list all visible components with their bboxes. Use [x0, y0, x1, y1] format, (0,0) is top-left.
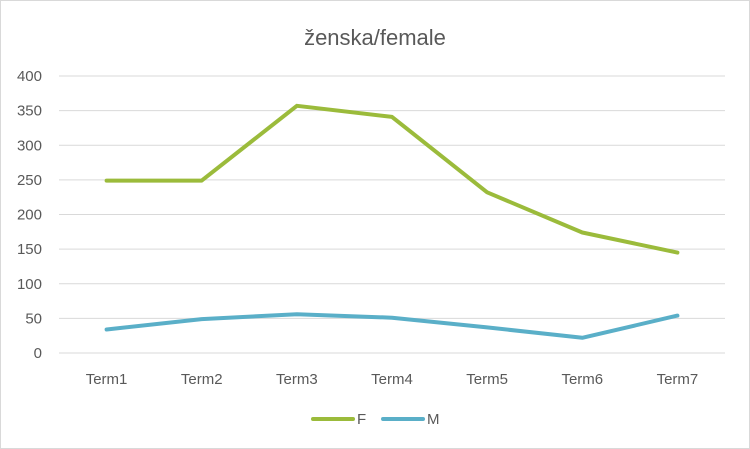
x-tick-label: Term6: [561, 371, 603, 388]
y-tick-label: 50: [25, 310, 42, 327]
x-tick-label: Term5: [466, 371, 508, 388]
y-tick-label: 400: [17, 68, 42, 85]
legend-label-f: F: [357, 411, 366, 428]
x-axis-ticks: Term1 Term2 Term3 Term4 Term5 Term6 Term7: [86, 371, 699, 388]
y-tick-label: 200: [17, 207, 42, 224]
y-tick-label: 250: [17, 172, 42, 189]
x-tick-label: Term4: [371, 371, 413, 388]
y-axis-ticks: 0 50 100 150 200 250 300 350 400: [17, 68, 42, 362]
y-tick-label: 0: [34, 345, 42, 362]
series-line-m: [104, 312, 680, 340]
x-tick-label: Term3: [276, 371, 318, 388]
x-tick-label: Term1: [86, 371, 128, 388]
series-line-f: [104, 103, 680, 255]
y-tick-label: 300: [17, 137, 42, 154]
gridlines: [59, 75, 725, 354]
y-tick-label: 350: [17, 103, 42, 120]
y-tick-label: 100: [17, 276, 42, 293]
x-tick-label: Term7: [657, 371, 699, 388]
x-tick-label: Term2: [181, 371, 223, 388]
series-lines: [104, 103, 680, 340]
chart-title: ženska/female: [304, 25, 446, 50]
legend-label-m: M: [427, 411, 440, 428]
y-tick-label: 150: [17, 241, 42, 258]
